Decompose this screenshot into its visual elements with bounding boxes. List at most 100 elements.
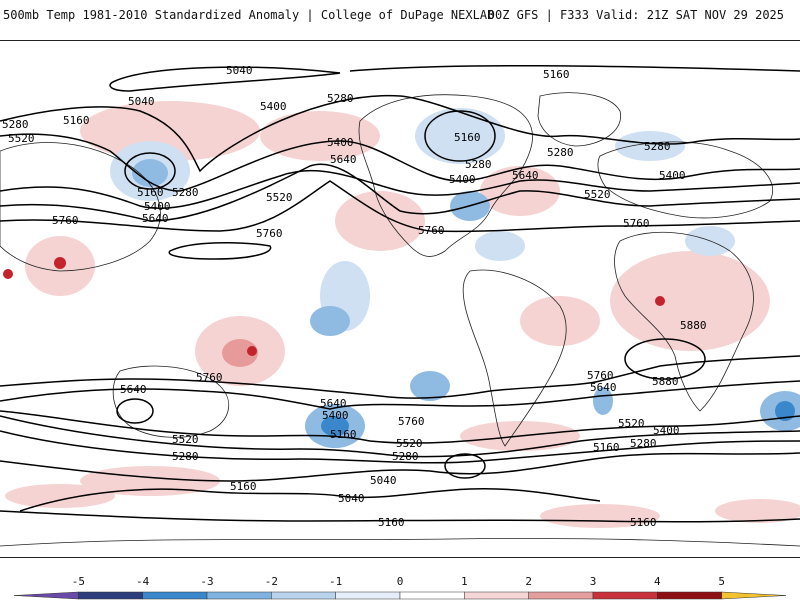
contour-label: 5640 bbox=[320, 397, 347, 410]
contour-5400-south bbox=[0, 415, 800, 458]
contour-label: 5040 bbox=[338, 492, 365, 505]
contour-5760-south bbox=[0, 355, 800, 399]
colorbar-segment bbox=[592, 591, 658, 600]
contour-label: 5040 bbox=[226, 64, 253, 77]
contour-label: 5640 bbox=[330, 153, 357, 166]
colorbar-tick-label: -3 bbox=[200, 575, 213, 588]
contour-labels: 5040 5160 5040 5400 5280 5280 5160 5520 … bbox=[2, 64, 707, 529]
contour-label: 5400 bbox=[144, 200, 171, 213]
map-panel: 5040 5160 5040 5400 5280 5280 5160 5520 … bbox=[0, 40, 800, 558]
contour-closed-low bbox=[424, 110, 496, 162]
warm-anomaly-patch bbox=[222, 339, 258, 367]
contour-label: 5040 bbox=[370, 474, 397, 487]
contour-label: 5760 bbox=[196, 371, 223, 384]
colorbar-segment bbox=[528, 591, 594, 600]
cold-anomaly-patch bbox=[593, 387, 613, 415]
contour-label: 5640 bbox=[120, 383, 147, 396]
africa-coast bbox=[614, 231, 754, 412]
contour-label: 5760 bbox=[52, 214, 79, 227]
colorbar-legend: -5 -4 -3 -2 -1 0 1 2 3 4 5 bbox=[13, 575, 787, 600]
warm-anomaly-core bbox=[3, 269, 13, 279]
contour-label: 5160 bbox=[378, 516, 405, 529]
contour-label: 5280 bbox=[547, 146, 574, 159]
contour-label: 5760 bbox=[623, 217, 650, 230]
colorbar-tick-label: -4 bbox=[136, 575, 150, 588]
contour-5160-north bbox=[349, 64, 800, 72]
cold-anomaly-patch bbox=[415, 108, 505, 164]
contour-label: 5280 bbox=[644, 140, 671, 153]
cold-anomaly-patch bbox=[321, 416, 349, 436]
contour-label: 5280 bbox=[172, 186, 199, 199]
contour-5040-south bbox=[19, 487, 601, 512]
contour-5280-south bbox=[0, 430, 800, 464]
colorbar-tick-label: 5 bbox=[718, 575, 725, 588]
contour-label: 5040 bbox=[128, 95, 155, 108]
cold-anomaly-patch bbox=[410, 371, 450, 401]
colorbar-segment bbox=[335, 591, 401, 600]
colorbar-tick-label: 0 bbox=[397, 575, 404, 588]
colorbar-segment bbox=[142, 591, 208, 600]
contour-label: 5400 bbox=[449, 173, 476, 186]
contour-closed-low bbox=[124, 152, 176, 190]
warm-anomaly-patch bbox=[520, 296, 600, 346]
colorbar-segment bbox=[399, 591, 465, 600]
contour-label: 5400 bbox=[322, 409, 349, 422]
contour-5160-south bbox=[0, 452, 800, 482]
contour-label: 5520 bbox=[172, 433, 199, 446]
contour-label: 5520 bbox=[584, 188, 611, 201]
colorbar-segment bbox=[13, 591, 79, 600]
colorbar-segment bbox=[206, 591, 272, 600]
contour-label: 5400 bbox=[260, 100, 287, 113]
warm-anomaly-patch bbox=[260, 111, 380, 161]
colorbar-segments bbox=[13, 591, 787, 600]
cold-anomaly-patch bbox=[615, 131, 685, 161]
contour-label: 5160 bbox=[330, 428, 357, 441]
contour-label: 5160 bbox=[543, 68, 570, 81]
contour-label: 5400 bbox=[327, 136, 354, 149]
south-america-coast bbox=[462, 269, 567, 447]
warm-anomaly-core bbox=[54, 257, 66, 269]
warm-anomaly-core bbox=[247, 346, 257, 356]
map-title: 500mb Temp 1981-2010 Standardized Anomal… bbox=[3, 8, 495, 22]
colorbar-ticks: -5 -4 -3 -2 -1 0 1 2 3 4 5 bbox=[72, 575, 725, 588]
contour-label: 5880 bbox=[680, 319, 707, 332]
cold-anomaly-patch bbox=[310, 306, 350, 336]
colorbar-tick-label: 4 bbox=[654, 575, 661, 588]
contour-label: 5760 bbox=[418, 224, 445, 237]
colorbar-segment bbox=[78, 591, 143, 600]
warm-anomaly-core bbox=[655, 296, 665, 306]
colorbar-tick-label: -1 bbox=[329, 575, 342, 588]
model-run-valid-time: 00Z GFS | F333 Valid: 21Z SAT NOV 29 202… bbox=[487, 8, 784, 22]
contour-label: 5760 bbox=[398, 415, 425, 428]
contour-5760-north bbox=[0, 180, 800, 233]
colorbar-tick-label: 3 bbox=[590, 575, 597, 588]
colorbar-segment bbox=[721, 591, 787, 600]
colorbar-tick-label: 2 bbox=[525, 575, 532, 588]
contour-closed-high bbox=[116, 398, 154, 424]
warm-anomaly-patch bbox=[610, 251, 770, 351]
contour-5400-north bbox=[0, 133, 800, 192]
contour-5760-cell bbox=[168, 242, 272, 260]
cold-anomaly-patch bbox=[475, 231, 525, 261]
contour-5160-far-south bbox=[0, 510, 800, 523]
contour-label: 5280 bbox=[172, 450, 199, 463]
anomaly-shading bbox=[3, 101, 800, 528]
contour-label: 5280 bbox=[630, 437, 657, 450]
contour-label: 5640 bbox=[512, 169, 539, 182]
contour-label: 5160 bbox=[630, 516, 657, 529]
contour-label: 5760 bbox=[256, 227, 283, 240]
contour-5640-north bbox=[0, 163, 800, 222]
contour-label: 5520 bbox=[8, 132, 35, 145]
asia-coast bbox=[0, 142, 161, 272]
contour-5520-north bbox=[0, 169, 800, 210]
colorbar-segment bbox=[464, 591, 529, 600]
north-america-coast bbox=[358, 94, 533, 257]
antarctica-coast bbox=[0, 538, 800, 547]
colorbar-segment bbox=[657, 591, 722, 600]
contour-label: 5520 bbox=[396, 437, 423, 450]
contour-label: 5280 bbox=[2, 118, 29, 131]
warm-anomaly-patch bbox=[335, 191, 425, 251]
contour-label: 5160 bbox=[137, 186, 164, 199]
contour-label: 5640 bbox=[142, 212, 169, 225]
cold-anomaly-patch bbox=[132, 159, 168, 187]
